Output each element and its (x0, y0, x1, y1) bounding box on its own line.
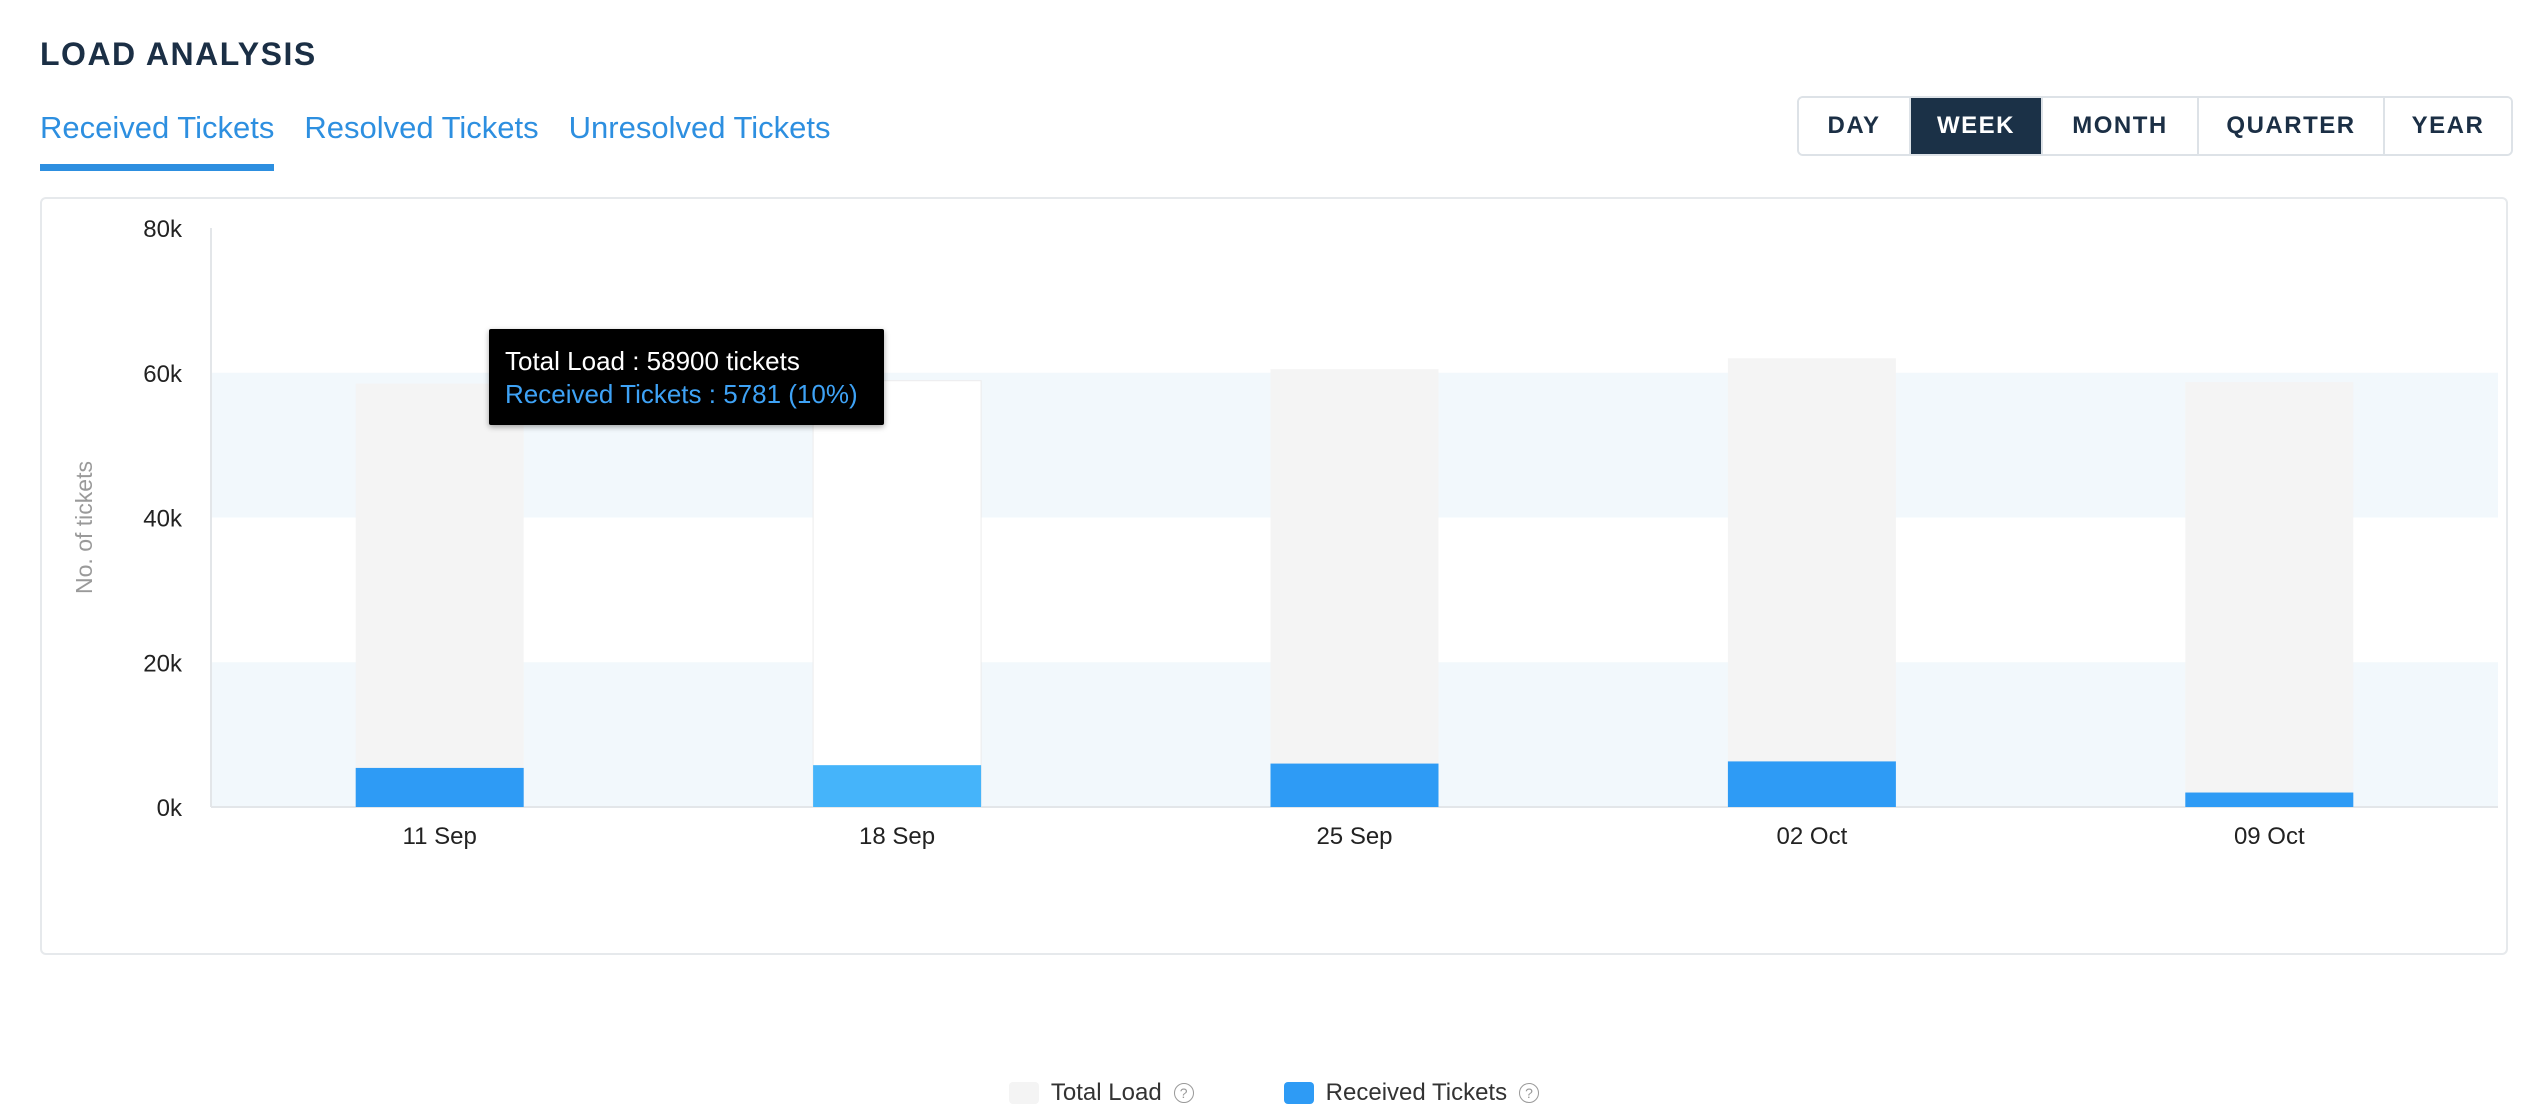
x-tick-label: 09 Oct (2234, 823, 2305, 850)
y-tick-label: 40k (143, 506, 183, 533)
help-icon[interactable]: ? (1519, 1083, 1540, 1103)
tab-received-tickets[interactable]: Received Tickets (40, 110, 275, 171)
legend-received-tickets[interactable]: Received Tickets ? (1283, 1079, 1540, 1107)
total-load-swatch (1008, 1082, 1039, 1104)
range-week-button[interactable]: WEEK (1909, 98, 2041, 154)
tab-resolved-tickets[interactable]: Resolved Tickets (304, 110, 539, 145)
bar-received-tickets[interactable] (1727, 761, 1896, 807)
range-year-button[interactable]: YEAR (2383, 98, 2511, 154)
legend-received-tickets-label: Received Tickets (1325, 1079, 1508, 1106)
load-chart: 0k 20k 40k 60k 80k No. of tickets 11 Sep 18 Sep… (71, 216, 2498, 850)
help-icon[interactable]: ? (1173, 1083, 1194, 1103)
y-tick-label: 60k (143, 361, 183, 388)
legend-total-load-label: Total Load (1050, 1079, 1162, 1106)
tooltip-total-load: Total Load : 58900 tickets (505, 346, 800, 376)
time-range-selector: DAY WEEK MONTH QUARTER YEAR (1797, 96, 2513, 156)
x-tick-label: 02 Oct (1777, 823, 1848, 850)
bar-received-tickets[interactable] (355, 767, 524, 807)
chart-legend: Total Load ? Received Tickets ? (42, 1079, 2506, 1107)
chart-panel: 0k 20k 40k 60k 80k No. of tickets 11 Sep 18 Sep… (40, 197, 2508, 1106)
bar-received-tickets[interactable] (1270, 763, 1439, 807)
tab-unresolved-tickets[interactable]: Unresolved Tickets (568, 110, 831, 145)
y-tick-label: 20k (143, 650, 183, 677)
range-month-button[interactable]: MONTH (2041, 98, 2197, 154)
bar-total-load[interactable] (355, 383, 524, 807)
page-title: LOAD ANALYSIS (40, 36, 317, 72)
x-tick-label: 18 Sep (859, 823, 935, 850)
bar-received-tickets[interactable] (2185, 792, 2354, 807)
bar-total-load[interactable] (1270, 369, 1439, 807)
metric-tabs: Received Tickets Resolved Tickets Unreso… (40, 110, 831, 171)
bar-total-load[interactable] (1727, 358, 1896, 807)
range-day-button[interactable]: DAY (1799, 98, 1909, 154)
bar-total-load[interactable] (2185, 382, 2354, 807)
x-tick-label: 25 Sep (1316, 823, 1392, 850)
received-tickets-swatch (1283, 1082, 1314, 1104)
y-tick-label: 80k (143, 216, 183, 243)
chart-tooltip: Total Load : 58900 tickets Received Tick… (489, 329, 884, 425)
range-quarter-button[interactable]: QUARTER (2197, 98, 2383, 154)
tooltip-received-tickets: Received Tickets : 5781 (10%) (505, 379, 858, 409)
y-axis-title: No. of tickets (71, 461, 97, 594)
x-tick-label: 11 Sep (403, 823, 477, 850)
bar-received-tickets[interactable] (813, 765, 982, 807)
bar-total-load[interactable] (812, 380, 982, 808)
y-tick-label: 0k (157, 795, 183, 822)
legend-total-load[interactable]: Total Load ? (1008, 1079, 1194, 1107)
